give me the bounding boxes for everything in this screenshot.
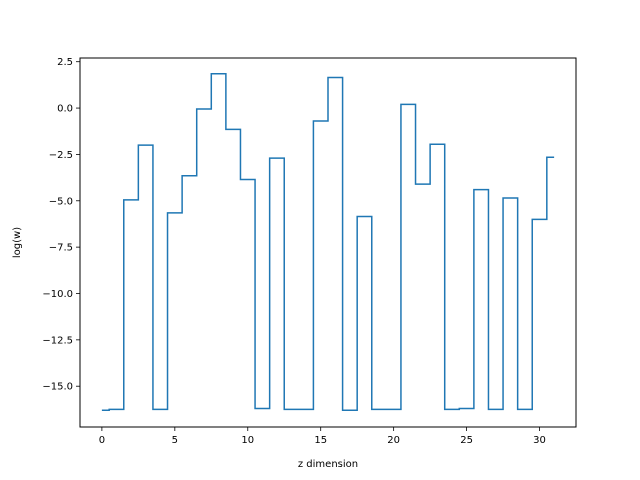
axes-frame <box>79 57 577 428</box>
x-tick-label: 30 <box>533 435 546 446</box>
y-tick-label: 2.5 <box>57 57 73 68</box>
x-tick-label: 20 <box>387 435 400 446</box>
y-tick-label: −2.5 <box>49 150 73 161</box>
x-axis-label: z dimension <box>298 459 358 470</box>
y-tick-label: 0.0 <box>57 104 73 115</box>
y-axis-label: log(w) <box>12 227 23 258</box>
x-axis-ticks: 0 5 10 15 20 25 30 <box>99 427 546 446</box>
plot-area <box>101 73 555 412</box>
x-tick-label: 5 <box>172 435 178 446</box>
y-tick-label: −7.5 <box>49 243 73 254</box>
y-tick-label: −10.0 <box>42 289 73 300</box>
x-tick-label: 0 <box>99 435 105 446</box>
x-tick-label: 15 <box>314 435 327 446</box>
y-tick-label: −12.5 <box>42 335 73 346</box>
x-tick-label: 25 <box>460 435 473 446</box>
series-line-0 <box>101 73 555 412</box>
y-tick-label: −5.0 <box>49 196 73 207</box>
y-tick-label: −15.0 <box>42 382 73 393</box>
x-tick-label: 10 <box>241 435 254 446</box>
y-axis-ticks: −15.0 −12.5 −10.0 −7.5 −5.0 −2.5 0.0 2.5 <box>42 57 80 393</box>
